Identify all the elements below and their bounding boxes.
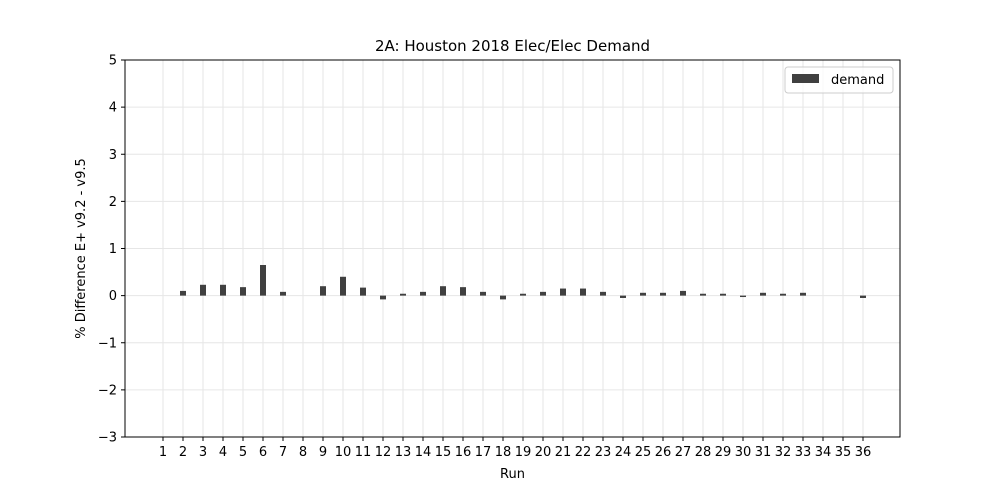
bar: [400, 293, 406, 296]
x-tick-label: 33: [795, 445, 812, 460]
x-tick-label: 4: [219, 445, 227, 460]
bar: [640, 292, 646, 296]
x-tick-label: 36: [855, 445, 872, 460]
x-tick-label: 2: [179, 445, 187, 460]
bar: [620, 295, 626, 298]
bar: [600, 291, 606, 296]
x-tick-label: 11: [355, 445, 372, 460]
x-tick-label: 21: [555, 445, 572, 460]
bar: [780, 293, 786, 296]
bar: [800, 292, 806, 296]
x-tick-label: 17: [475, 445, 492, 460]
bar: [460, 287, 466, 296]
x-tick-label: 27: [675, 445, 692, 460]
y-tick-label: −2: [98, 383, 117, 398]
x-tick-label: 25: [635, 445, 652, 460]
x-tick-label: 3: [199, 445, 207, 460]
legend-swatch: [792, 74, 819, 83]
x-tick-label: 32: [775, 445, 792, 460]
x-tick-label: 15: [435, 445, 452, 460]
x-tick-label: 6: [259, 445, 267, 460]
bar: [340, 276, 346, 296]
legend-label: demand: [831, 73, 884, 88]
bar: [520, 293, 526, 296]
x-tick-label: 16: [455, 445, 472, 460]
bar: [280, 291, 286, 296]
bar: [200, 284, 206, 296]
bar: [700, 293, 706, 296]
x-tick-label: 23: [595, 445, 612, 460]
bar: [260, 264, 266, 296]
legend-box: [784, 66, 894, 94]
y-tick-label: 5: [109, 54, 117, 69]
y-axis-title: % Difference E+ v9.2 - v9.5: [74, 158, 89, 339]
bar: [240, 287, 246, 296]
x-tick-label: 7: [279, 445, 287, 460]
x-tick-label: 13: [395, 445, 412, 460]
bar: [180, 290, 186, 296]
y-tick-label: 3: [109, 148, 117, 163]
x-tick-label: 34: [815, 445, 832, 460]
bar: [500, 295, 506, 300]
bar: [380, 295, 386, 300]
x-tick-label: 29: [715, 445, 732, 460]
x-tick-label: 10: [335, 445, 352, 460]
bar: [480, 291, 486, 296]
y-tick-label: −3: [98, 431, 117, 446]
bar: [560, 288, 566, 296]
chart-title: 2A: Houston 2018 Elec/Elec Demand: [375, 37, 650, 55]
y-tick-label: 2: [109, 195, 117, 210]
y-tick-label: 0: [109, 289, 117, 304]
x-axis-title: Run: [500, 467, 525, 482]
y-tick-label: 4: [109, 101, 117, 116]
x-tick-label: 24: [615, 445, 632, 460]
bar: [320, 286, 326, 296]
bar: [420, 291, 426, 296]
x-tick-label: 30: [735, 445, 752, 460]
x-tick-label: 18: [495, 445, 512, 460]
y-axis-ticks: −3 −2 −1 0 1 2 3 4 5: [98, 54, 125, 446]
bar: [220, 284, 226, 296]
x-tick-label: 5: [239, 445, 247, 460]
x-tick-label: 31: [755, 445, 772, 460]
bar: [580, 288, 586, 296]
x-tick-label: 26: [655, 445, 672, 460]
bars: [180, 264, 866, 300]
x-tick-label: 8: [299, 445, 307, 460]
bar: [680, 290, 686, 296]
x-axis-ticks: 1 2 3 4 5 6 7 8 9 10 11 12 13 14 15 16 17 18 19 20 21 22 23 24 2…: [159, 437, 871, 460]
x-tick-label: 12: [375, 445, 392, 460]
bar: [440, 286, 446, 296]
y-tick-label: −1: [98, 336, 117, 351]
x-tick-label: 35: [835, 445, 852, 460]
bar: [660, 292, 666, 296]
bar: [720, 293, 726, 296]
bar: [540, 291, 546, 296]
x-tick-label: 20: [535, 445, 552, 460]
legend: demand: [784, 66, 894, 94]
x-tick-label: 22: [575, 445, 592, 460]
x-tick-label: 9: [319, 445, 327, 460]
bar: [740, 295, 746, 298]
bar: [860, 295, 866, 298]
x-tick-label: 14: [415, 445, 432, 460]
y-tick-label: 1: [109, 242, 117, 257]
bar: [360, 287, 366, 296]
x-tick-label: 28: [695, 445, 712, 460]
bar: [760, 292, 766, 296]
x-tick-label: 1: [159, 445, 167, 460]
x-tick-label: 19: [515, 445, 532, 460]
